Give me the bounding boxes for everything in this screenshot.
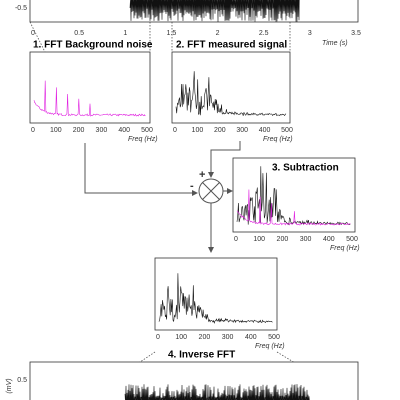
x-tick-label: 100 [253,236,265,243]
x-tick-label: 3 [308,30,312,37]
x-tick-label: 200 [214,127,226,134]
panel-title: 2. FFT measured signal [176,40,287,51]
x-tick-label: 300 [222,334,234,341]
x-tick-label: 300 [96,127,108,134]
x-tick-label: 100 [175,334,187,341]
y-tick-label: -0.5 [15,5,27,12]
x-axis-label: Freq (Hz) [330,245,360,252]
x-tick-label: 500 [141,127,153,134]
x-tick-label: 0 [173,127,177,134]
x-tick-label: 0.5 [74,30,84,37]
x-tick-label: 500 [281,127,293,134]
panel-frame [29,51,151,124]
minus-sign: - [190,180,194,192]
x-tick-label: 300 [300,236,312,243]
x-tick-label: 400 [245,334,257,341]
panel-frame [154,257,278,331]
signal-spectrum [175,71,287,117]
y-axis-label: (mV) [6,378,13,393]
x-tick-label: 200 [199,334,211,341]
subtract-x [202,182,220,200]
x-tick-label: 500 [346,236,358,243]
plus-sign: + [199,169,205,181]
x-axis-label: Freq (Hz) [255,343,285,350]
signal-spectrum [158,273,273,324]
panel-title: 4. Inverse FFT [168,350,235,361]
x-tick-label: 0 [31,127,35,134]
noise-spectrum [236,189,351,226]
time-signal [129,0,300,22]
x-tick-label: 400 [259,127,271,134]
x-tick-label: 100 [50,127,62,134]
panel-title: 1. FFT Background noise [33,40,153,51]
inverse-signal [124,384,310,400]
panel-frame [171,51,291,124]
x-tick-label: 300 [236,127,248,134]
x-axis-label: Freq (Hz) [263,136,293,143]
x-tick-label: 0 [234,236,238,243]
x-tick-label: 400 [323,236,335,243]
arrow-noise [84,143,198,196]
x-tick-label: 0 [31,30,35,37]
x-tick-label: 200 [73,127,85,134]
x-tick-label: 400 [118,127,130,134]
zoom-lines [29,21,291,53]
x-tick-label: 1.5 [167,30,177,37]
x-tick-label: 3.5 [351,30,361,37]
x-axis-label: Freq (Hz) [128,136,158,143]
arrow-signal [208,141,241,178]
x-tick-label: 0 [156,334,160,341]
x-axis-label: Time (s) [322,40,348,47]
x-tick-label: 2 [216,30,220,37]
y-tick-label: 0.5 [17,377,27,384]
x-tick-label: 2.5 [259,30,269,37]
x-tick-label: 200 [277,236,289,243]
x-tick-label: 1 [123,30,127,37]
panel-title: 3. Subtraction [272,163,339,174]
x-tick-label: 100 [192,127,204,134]
x-tick-label: 500 [268,334,280,341]
noise-spectrum [33,80,146,117]
